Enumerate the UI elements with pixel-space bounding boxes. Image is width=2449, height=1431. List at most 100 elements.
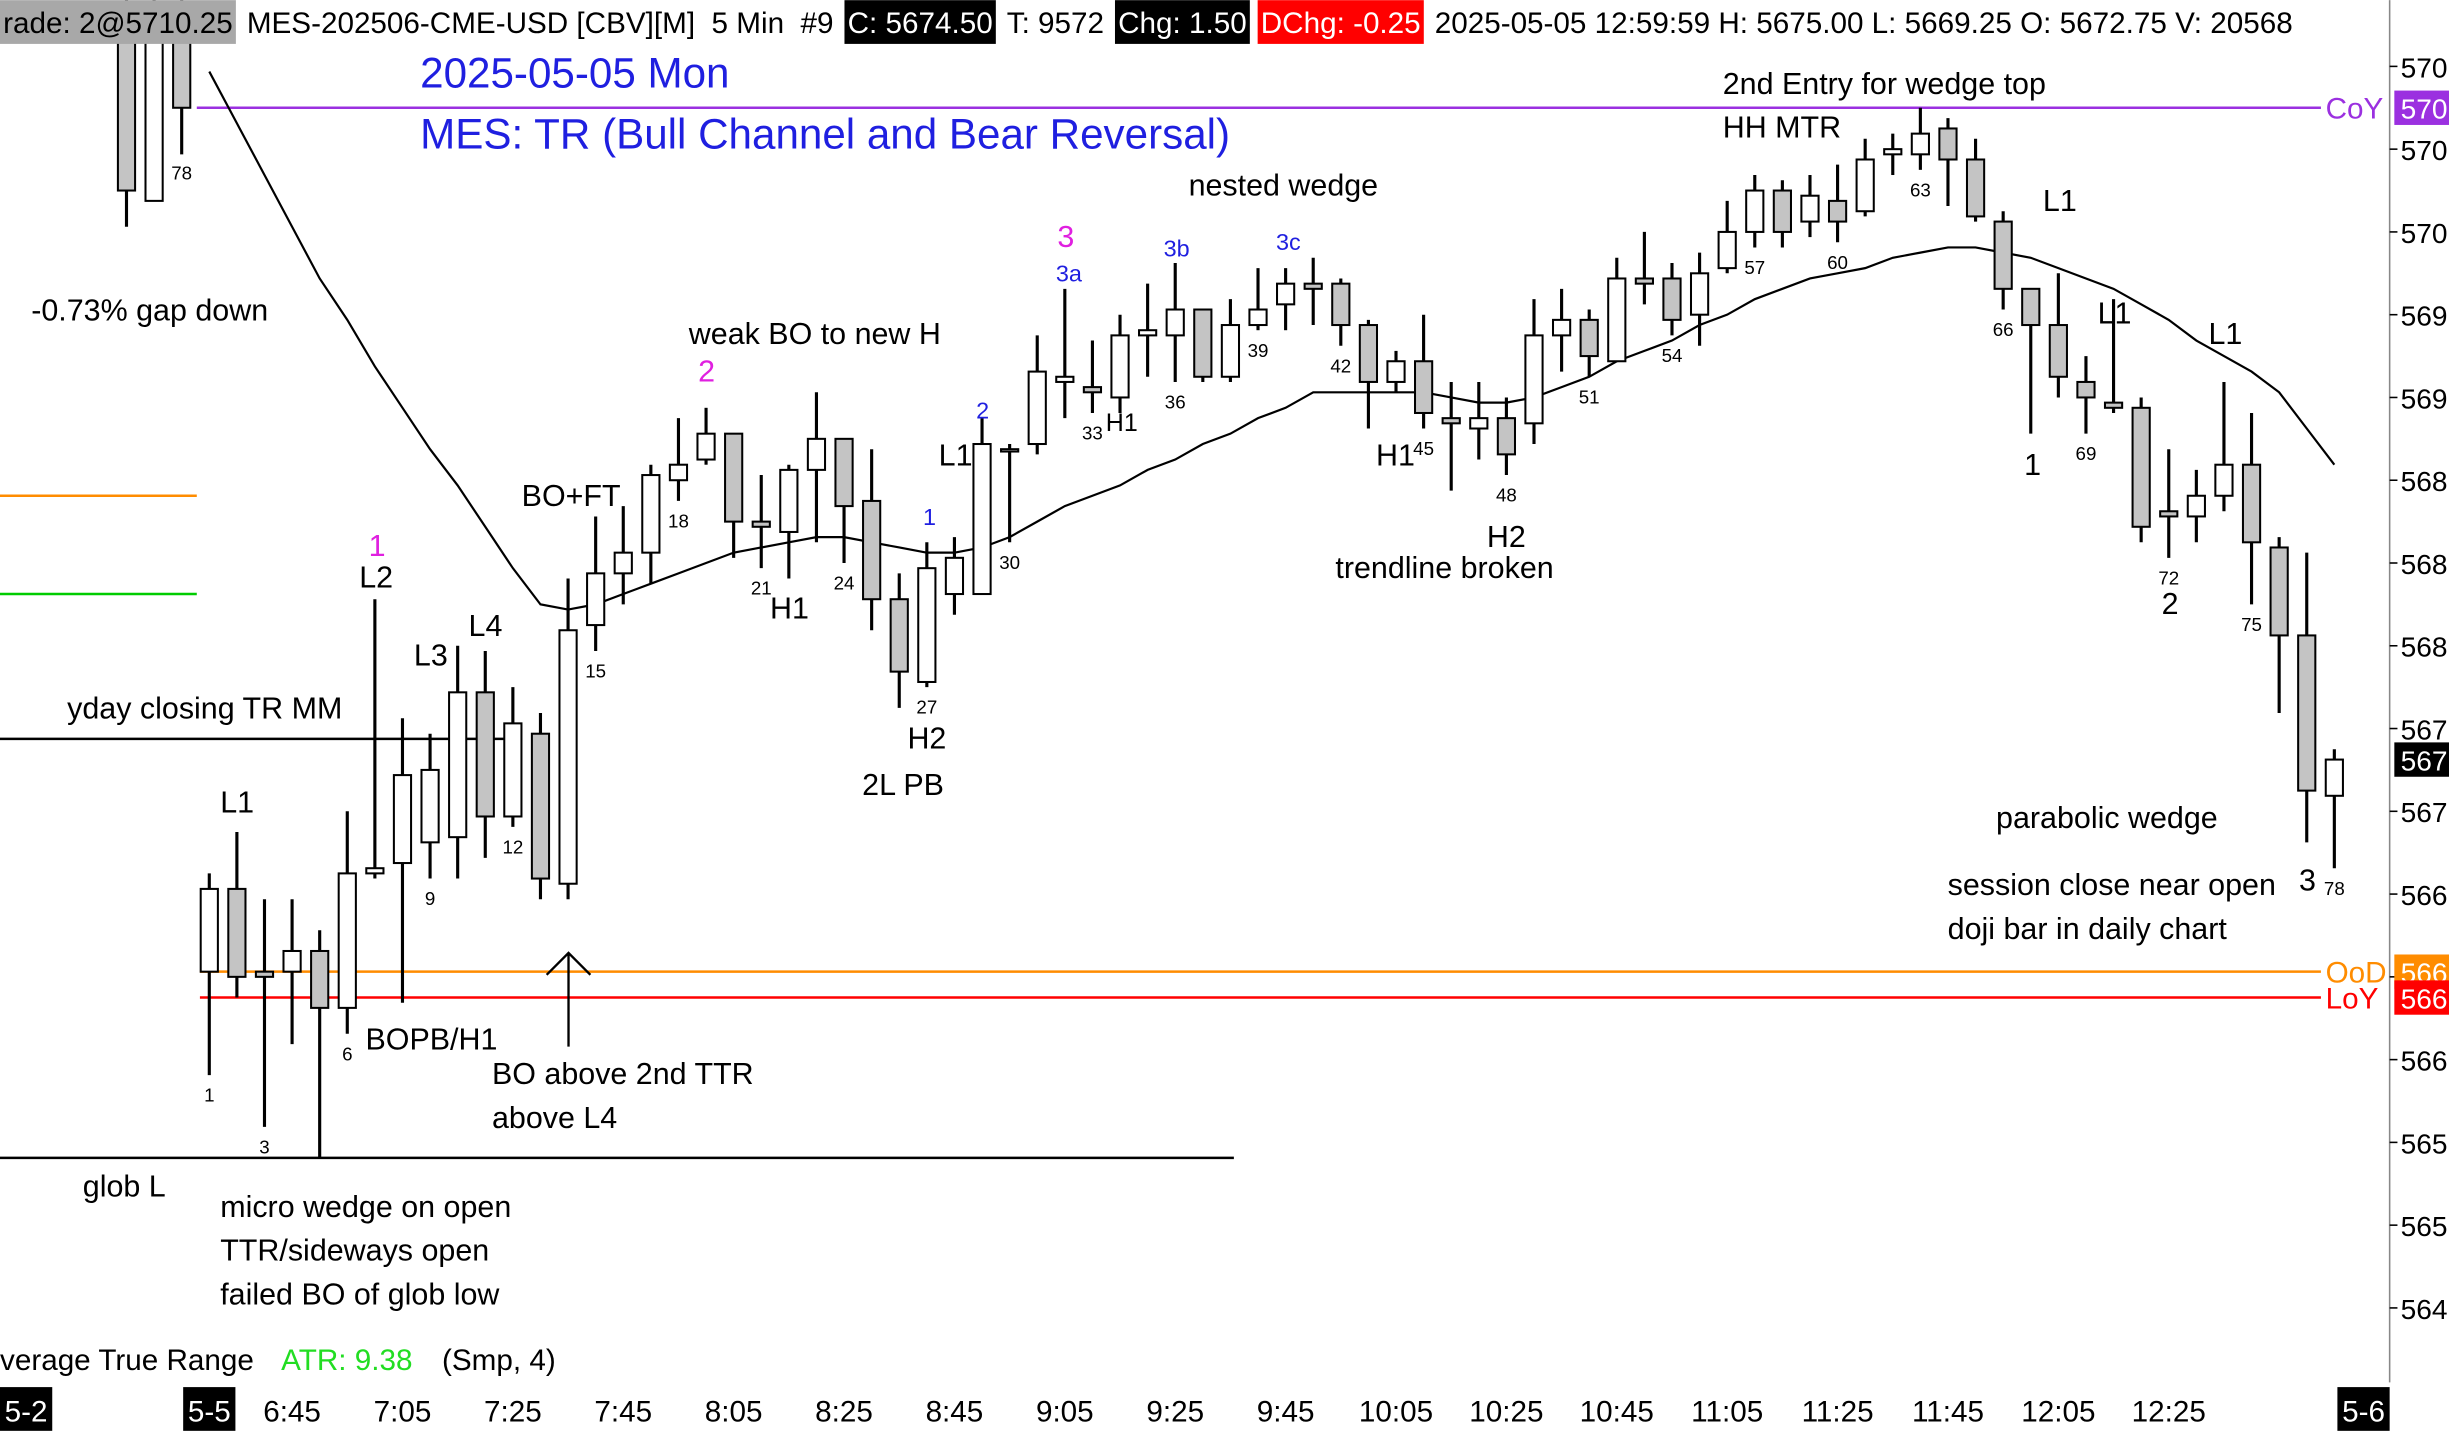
candle-body: [1441, 417, 1461, 425]
x-date-label: 5-5: [188, 1395, 231, 1428]
annotation: doji bar in daily chart: [1948, 912, 2228, 946]
bar-number: 63: [1910, 179, 1931, 200]
candle-body: [310, 949, 330, 1009]
annotation: micro wedge on open: [220, 1190, 511, 1224]
candle-body: [917, 567, 937, 683]
y-tick-label: 568: [2401, 632, 2448, 663]
ema-line: [208, 71, 2336, 611]
x-tick-label: 11:25: [1802, 1395, 1874, 1428]
bar-number: 66: [1993, 319, 2014, 340]
level-name: CoY: [2326, 93, 2384, 126]
y-tick-label: 567: [2401, 714, 2448, 745]
annotation: glob L: [83, 1170, 166, 1204]
annotation: above L4: [492, 1101, 617, 1135]
annotation: -0.73% gap down: [31, 293, 268, 327]
candle-body: [696, 432, 716, 461]
candle-body: [199, 887, 219, 973]
candle-body: [1938, 127, 1958, 161]
candle-body: [1579, 318, 1599, 358]
bar-number: 69: [2076, 443, 2097, 464]
bar-number: 3: [259, 1136, 269, 1157]
candle-body: [1000, 448, 1020, 453]
x-date-label-box: [0, 1387, 53, 1431]
annotation: BOPB/H1: [365, 1023, 497, 1057]
candle-body: [944, 556, 965, 596]
bar-number: 78: [2324, 878, 2345, 899]
price-box: [2394, 742, 2449, 777]
y-tick-label: 568: [2401, 466, 2448, 497]
candle-body: [972, 443, 992, 596]
candle-body: [558, 629, 578, 885]
candle-body: [2241, 463, 2262, 544]
annotation: yday closing TR MM: [67, 692, 342, 726]
annotation: 2: [2162, 587, 2179, 621]
y-tick-label: 569: [2401, 383, 2448, 414]
bar-number: 75: [2241, 614, 2262, 635]
candle-body: [2048, 324, 2068, 378]
bar-number: 51: [1579, 386, 1600, 407]
header-box: [844, 0, 996, 44]
annotation: BO+FT: [522, 479, 621, 513]
candle-body: [1772, 189, 1792, 233]
candle-body: [1082, 386, 1103, 394]
header-box: [1114, 0, 1250, 44]
indicator-name: verage True Range: [0, 1344, 254, 1377]
y-tick-label: 569: [2401, 301, 2448, 332]
annotation: H2: [1487, 520, 1526, 554]
level-name: OoD: [2326, 957, 2387, 990]
bar-number: 45: [1413, 438, 1434, 459]
header-item: 2025-05-05 12:59:59 H: 5675.00 L: 5669.2…: [1435, 7, 2293, 40]
annotation: 2: [976, 398, 989, 424]
x-tick-label: 12:05: [2021, 1395, 2095, 1428]
candle-body: [1607, 277, 1627, 363]
candle-body: [392, 774, 413, 865]
annotation: weak BO to new H: [688, 317, 941, 351]
candle-body: [641, 474, 661, 554]
arrow: [545, 951, 592, 1047]
header-box: [0, 0, 236, 44]
annotation: L1: [220, 785, 254, 819]
bar-number: 12: [502, 836, 523, 857]
header-item: C: 5674.50: [848, 7, 993, 40]
candle-body: [724, 432, 744, 523]
candle-body: [1276, 282, 1296, 306]
candle-body: [475, 691, 495, 818]
axis-panel: [2389, 0, 2449, 1431]
price-box: [2394, 980, 2449, 1015]
x-tick-label: 9:45: [1257, 1395, 1315, 1428]
annotation: 3c: [1276, 229, 1301, 255]
y-tick-label: 570: [2401, 135, 2448, 166]
annotation: BO above 2nd TTR: [492, 1057, 754, 1091]
candle-body: [420, 768, 440, 844]
annotation: L1: [2098, 296, 2132, 330]
header-box: [1257, 0, 1424, 44]
candle-body: [1248, 308, 1268, 327]
candle-body: [1414, 360, 1434, 414]
candle-body: [1331, 282, 1351, 327]
candle-body: [254, 970, 275, 978]
x-date-label: 5-2: [5, 1395, 48, 1428]
candle-body: [1220, 324, 1241, 378]
annotation: L1: [2043, 184, 2077, 218]
y-tick-label: 565: [2401, 1211, 2448, 1242]
y-tick-label: 565: [2401, 1128, 2448, 1159]
bar-number: 30: [999, 552, 1020, 573]
candle-body: [1745, 189, 1765, 233]
annotation: H1: [770, 592, 809, 626]
x-date-label-box: [2337, 1387, 2390, 1431]
candle-body: [834, 437, 854, 508]
indicator-value: ATR: 9.38: [281, 1344, 412, 1377]
candle-body: [1193, 308, 1213, 378]
annotation: 1: [923, 504, 936, 530]
candle-body: [668, 463, 689, 482]
annotations: 2025-05-05 Mon MES: TR (Bull Channel and…: [31, 50, 2316, 1312]
header-item: Chg: 1.50: [1118, 7, 1247, 40]
annotation: 3: [1057, 220, 1074, 254]
x-tick-label: 7:25: [484, 1395, 542, 1428]
x-tick-label: 8:05: [705, 1395, 763, 1428]
candle-body: [282, 949, 302, 973]
bar-number: 39: [1248, 340, 1269, 361]
annotation: L1: [939, 439, 973, 473]
